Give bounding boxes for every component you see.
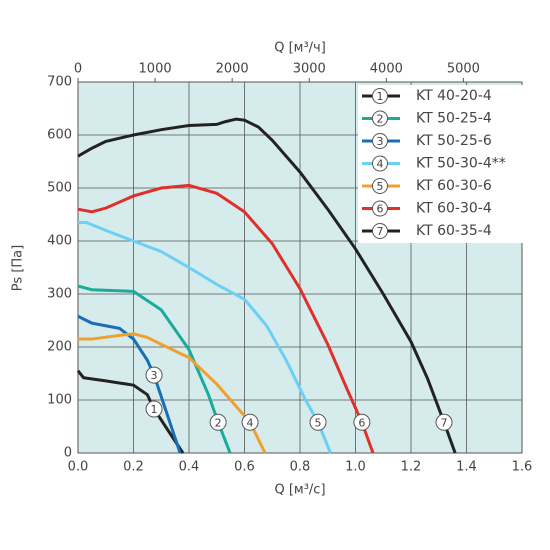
y-tick-label: 300: [47, 287, 72, 302]
y-tick-label: 100: [47, 393, 72, 408]
x-tick-label: 1.0: [345, 460, 366, 475]
x-tick-label: 1.6: [512, 460, 533, 475]
x2-tick-label: 5000: [447, 62, 480, 77]
legend-number: 1: [377, 90, 384, 103]
legend-label: KT 40-20-4: [416, 88, 492, 104]
curve-label-circle: [145, 366, 163, 384]
x-tick-label: 0.8: [290, 460, 311, 475]
curve-label: 6: [358, 416, 365, 429]
x-tick-label: 1.4: [456, 460, 477, 475]
legend-number: 6: [377, 203, 384, 216]
x-tick-label: 0.2: [123, 460, 144, 475]
x-tick-label: 0.0: [68, 460, 89, 475]
x2-tick-label: 1000: [139, 62, 172, 77]
legend-label: KT 60-35-4: [416, 223, 492, 239]
legend-label: KT 60-30-4: [416, 201, 492, 217]
curve-label: 7: [441, 416, 448, 429]
y-tick-label: 400: [47, 234, 72, 249]
x-tick-label: 0.4: [179, 460, 200, 475]
curve-label: 3: [151, 369, 158, 382]
y-axis-label: Ps [Па]: [11, 245, 26, 291]
x2-tick-label: 4000: [370, 62, 403, 77]
legend-circle: [372, 133, 388, 149]
curve-label-circle: [145, 400, 163, 418]
legend-circle: [372, 155, 388, 172]
x2-axis-label: Q [м³/ч]: [274, 41, 326, 56]
legend-number: 2: [377, 113, 384, 126]
legend-circle: [372, 200, 388, 217]
legend-number: 5: [377, 180, 384, 193]
curve-label-circle: [435, 413, 453, 431]
y-tick-label: 700: [47, 75, 72, 90]
legend-label: KT 50-25-6: [416, 133, 492, 149]
legend-circle: [372, 178, 388, 194]
x-tick-label: 1.2: [401, 460, 422, 475]
curve-label: 5: [315, 416, 322, 429]
legend-label: KT 60-30-6: [416, 178, 492, 194]
legend-number: 4: [377, 158, 384, 171]
curve-label: 2: [215, 416, 222, 429]
x2-tick-label: 2000: [216, 62, 249, 77]
plot-border: [77, 81, 523, 454]
curve: [77, 183, 375, 454]
curve: [78, 332, 267, 454]
curve-label-circle: [353, 413, 371, 431]
curve-label: 4: [247, 416, 254, 429]
legend-circle: [372, 88, 388, 104]
legend-label: KT 50-30-4**: [416, 156, 506, 172]
curve: [77, 117, 457, 454]
y-tick-label: 500: [47, 181, 72, 196]
curve-label-circle: [309, 413, 327, 431]
y-tick-label: 600: [47, 128, 72, 143]
y-tick-label: 0: [64, 446, 72, 461]
y-tick-label: 200: [47, 340, 72, 355]
x2-tick-label: 0: [74, 62, 82, 77]
curve: [78, 220, 332, 454]
curve-label-circle: [241, 413, 259, 431]
legend-number: 3: [377, 135, 384, 148]
legend-circle: [372, 223, 388, 239]
legend-number: 7: [377, 225, 384, 238]
x-axis-label: Q [м³/с]: [274, 483, 325, 498]
curve-label-circle: [209, 413, 227, 431]
x-tick-label: 0.6: [234, 460, 255, 475]
legend-label: KT 50-25-4: [416, 111, 492, 127]
x2-tick-label: 3000: [293, 62, 326, 77]
legend-circle: [372, 110, 388, 127]
curve-label: 1: [151, 403, 158, 416]
